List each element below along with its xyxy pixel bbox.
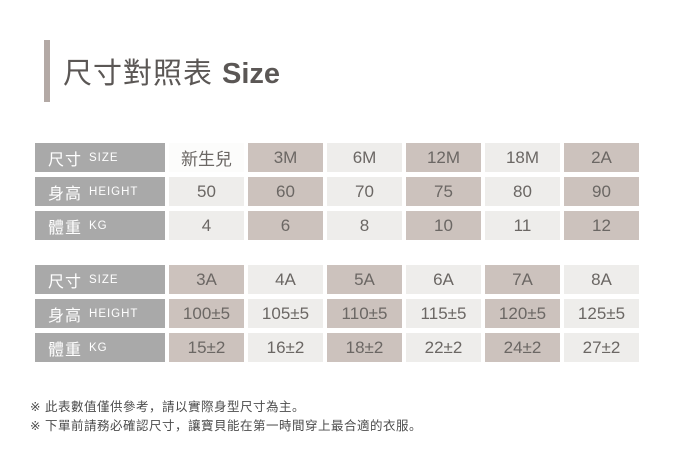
row-header-cell: 身高 HEIGHT (35, 299, 165, 328)
row-header-zh: 尺寸 (48, 273, 83, 291)
size-value-cell: 3A (169, 265, 244, 294)
row-header-en: SIZE (89, 273, 119, 286)
row-header-en: HEIGHT (89, 307, 139, 320)
size-value-cell: 60 (248, 177, 323, 206)
row-header-zh: 身高 (48, 185, 83, 203)
size-value-cell: 12M (406, 143, 481, 172)
row-header-zh: 身高 (48, 307, 83, 325)
size-value-cell: 5A (327, 265, 402, 294)
page-title-block: 尺寸對照表 Size (44, 40, 280, 102)
row-header-cell: 尺寸 SIZE (35, 143, 165, 172)
size-table-toddler: 尺寸 SIZE 3A 4A 5A 6A 7A 8A 身高 HEIGHT 100±5 105±5 110±… (35, 265, 640, 362)
size-value-cell: 8 (327, 211, 402, 240)
row-header-zh: 體重 (48, 219, 83, 237)
title-accent-bar (44, 40, 50, 102)
size-value-cell: 11 (485, 211, 560, 240)
size-value-cell: 18M (485, 143, 560, 172)
size-value-cell: 12 (564, 211, 639, 240)
size-value-cell: 4A (248, 265, 323, 294)
size-value-cell: 4 (169, 211, 244, 240)
row-header-cell: 體重 KG (35, 333, 165, 362)
size-value-cell: 80 (485, 177, 560, 206)
size-value-cell: 22±2 (406, 333, 481, 362)
row-header-en: KG (89, 219, 108, 232)
size-table-infant: 尺寸 SIZE 新生兒 3M 6M 12M 18M 2A 身高 HEIGHT 50 60 70 75 80 9… (35, 143, 640, 240)
size-value-cell: 16±2 (248, 333, 323, 362)
size-value-cell: 90 (564, 177, 639, 206)
size-value-cell: 50 (169, 177, 244, 206)
size-value-cell: 3M (248, 143, 323, 172)
row-header-zh: 尺寸 (48, 151, 83, 169)
size-value-cell: 新生兒 (169, 143, 244, 172)
size-value-cell: 18±2 (327, 333, 402, 362)
footnote-line: ※ 下單前請務必確認尺寸，讓寶貝能在第一時間穿上最合適的衣服。 (30, 419, 422, 433)
row-header-cell: 體重 KG (35, 211, 165, 240)
row-header-cell: 身高 HEIGHT (35, 177, 165, 206)
size-value-cell: 75 (406, 177, 481, 206)
size-value-cell: 70 (327, 177, 402, 206)
size-value-cell: 6A (406, 265, 481, 294)
footnotes: ※ 此表數值僅供參考，請以實際身型尺寸為主。 ※ 下單前請務必確認尺寸，讓寶貝能… (30, 398, 422, 436)
row-header-en: KG (89, 341, 108, 354)
size-value-cell: 8A (564, 265, 639, 294)
row-header-cell: 尺寸 SIZE (35, 265, 165, 294)
size-value-cell: 24±2 (485, 333, 560, 362)
size-value-cell: 10 (406, 211, 481, 240)
size-value-cell: 100±5 (169, 299, 244, 328)
row-header-zh: 體重 (48, 341, 83, 359)
size-value-cell: 6 (248, 211, 323, 240)
size-value-cell: 6M (327, 143, 402, 172)
page-title-en: Size (222, 58, 281, 90)
size-value-cell: 2A (564, 143, 639, 172)
size-value-cell: 7A (485, 265, 560, 294)
footnote-line: ※ 此表數值僅供參考，請以實際身型尺寸為主。 (30, 400, 305, 414)
row-header-en: SIZE (89, 151, 119, 164)
size-value-cell: 125±5 (564, 299, 639, 328)
size-value-cell: 105±5 (248, 299, 323, 328)
size-value-cell: 115±5 (406, 299, 481, 328)
size-value-cell: 27±2 (564, 333, 639, 362)
size-value-cell: 15±2 (169, 333, 244, 362)
page-title-zh: 尺寸對照表 (63, 58, 214, 90)
row-header-en: HEIGHT (89, 185, 139, 198)
size-value-cell: 120±5 (485, 299, 560, 328)
page-title: 尺寸對照表 Size (63, 50, 280, 92)
size-value-cell: 110±5 (327, 299, 402, 328)
